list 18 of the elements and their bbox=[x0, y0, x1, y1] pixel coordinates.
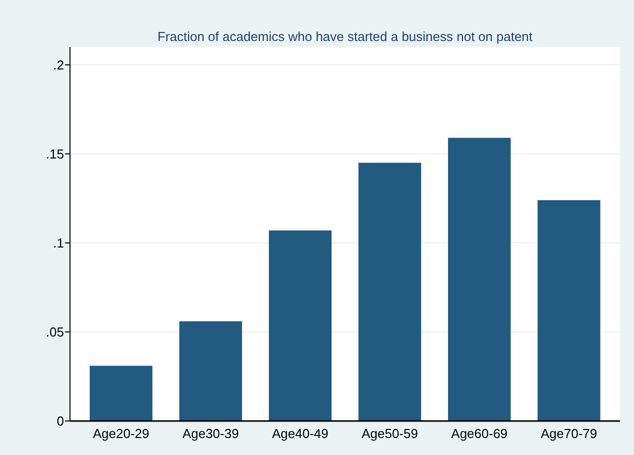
chart-title: Fraction of academics who have started a business not on patent bbox=[157, 29, 533, 44]
x-tick-label: Age30-39 bbox=[182, 426, 239, 441]
bar bbox=[268, 230, 332, 421]
y-tick-label: .2 bbox=[53, 57, 64, 72]
x-tick-label: Age50-59 bbox=[362, 426, 418, 441]
x-tick-label: Age60-69 bbox=[451, 426, 508, 441]
x-tick-label: Age40-49 bbox=[272, 426, 328, 441]
bar bbox=[538, 200, 600, 421]
x-tick-label: Age20-29 bbox=[92, 426, 150, 441]
x-tick-label: Age70-79 bbox=[540, 426, 598, 441]
y-tick-label: .15 bbox=[46, 146, 64, 162]
y-tick-label: .1 bbox=[53, 235, 64, 250]
bar bbox=[448, 138, 511, 421]
bar bbox=[179, 321, 242, 421]
bar bbox=[90, 366, 152, 421]
y-tick-label: .05 bbox=[46, 324, 64, 340]
y-tick-label: 0 bbox=[56, 414, 64, 429]
bar bbox=[358, 162, 422, 421]
